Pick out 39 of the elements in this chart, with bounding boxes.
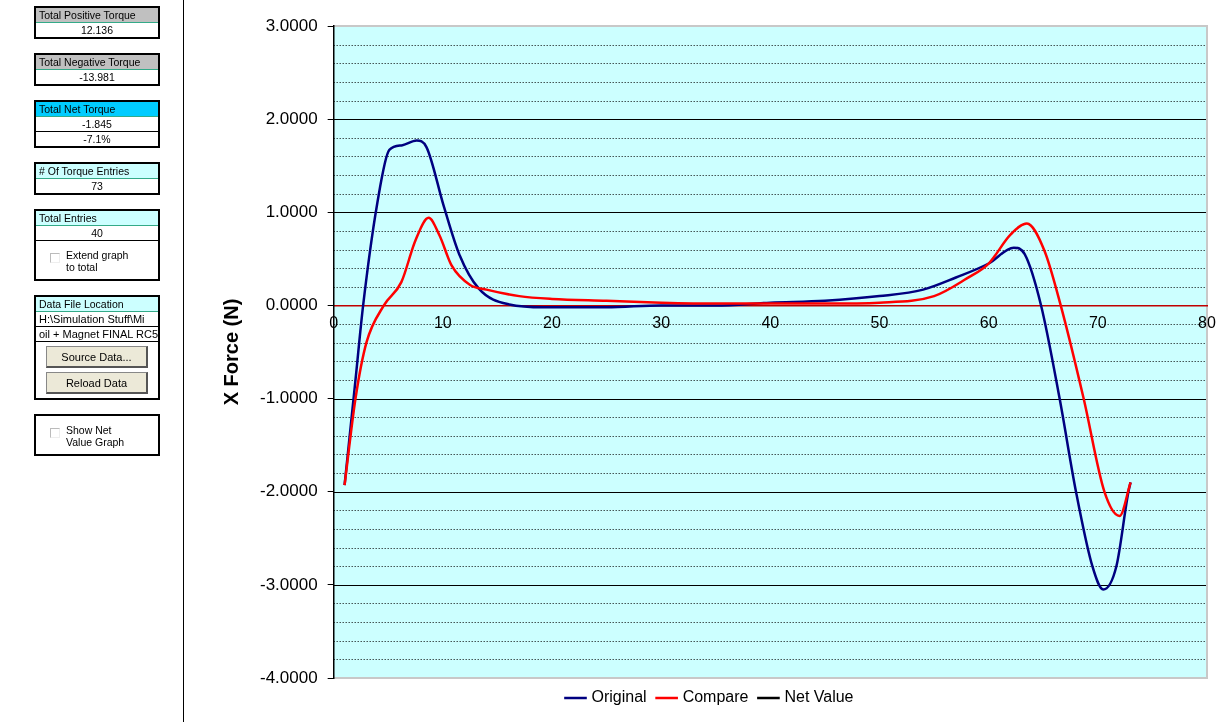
text: Total Net Torque: [36, 102, 158, 117]
legend-label: Original: [591, 688, 647, 706]
source-note: Source Data...: [46, 346, 148, 368]
text: Total Negative Torque: [36, 55, 158, 70]
text: -1.845: [36, 117, 158, 132]
x-tick-label: 70: [1088, 314, 1107, 332]
text: H:\Simulation Stuff\Mi: [36, 312, 158, 327]
text: Reload Data: [46, 372, 148, 394]
y-tick-label: 3.0000: [265, 15, 318, 35]
text: 73: [90, 179, 104, 193]
y-tick-label: -4.0000: [259, 667, 318, 687]
text: -13.981: [78, 70, 116, 84]
text: Data File Location: [36, 297, 158, 312]
y-tick-label: -2.0000: [259, 481, 318, 501]
x-tick-label: 30: [652, 314, 671, 332]
text: # Of Torque Entries: [36, 164, 158, 179]
line-series: [343, 216, 1132, 518]
y-tick-label: 0.0000: [265, 295, 318, 315]
y-tick-label: -3.0000: [259, 574, 318, 594]
text: Total Positive Torque: [36, 8, 158, 23]
text: Extend graph to total: [66, 249, 130, 273]
text: Show Net Value Graph: [66, 424, 126, 448]
y-tick-label: -1.0000: [259, 388, 318, 408]
y-axis-title: X Force (N): [219, 298, 242, 406]
text: -7.1%: [82, 132, 112, 146]
y-tick-label: 1.0000: [265, 201, 318, 221]
y-tick-label: 2.0000: [265, 108, 318, 128]
text: Total Entries: [36, 211, 158, 226]
x-tick-label: 20: [543, 314, 561, 332]
text: 12.136: [79, 23, 115, 37]
x-tick-label: 40: [761, 314, 780, 332]
legend-label: Compare: [682, 688, 749, 706]
x-tick-label: 50: [870, 314, 889, 332]
text: 40: [36, 226, 158, 241]
x-tick-label: 10: [433, 314, 452, 332]
legend-label: Net Value: [784, 688, 854, 706]
text: oil + Magnet FINAL RC5: [36, 327, 159, 342]
x-tick-label: 60: [979, 314, 998, 332]
x-tick-label: 80: [1198, 314, 1216, 332]
